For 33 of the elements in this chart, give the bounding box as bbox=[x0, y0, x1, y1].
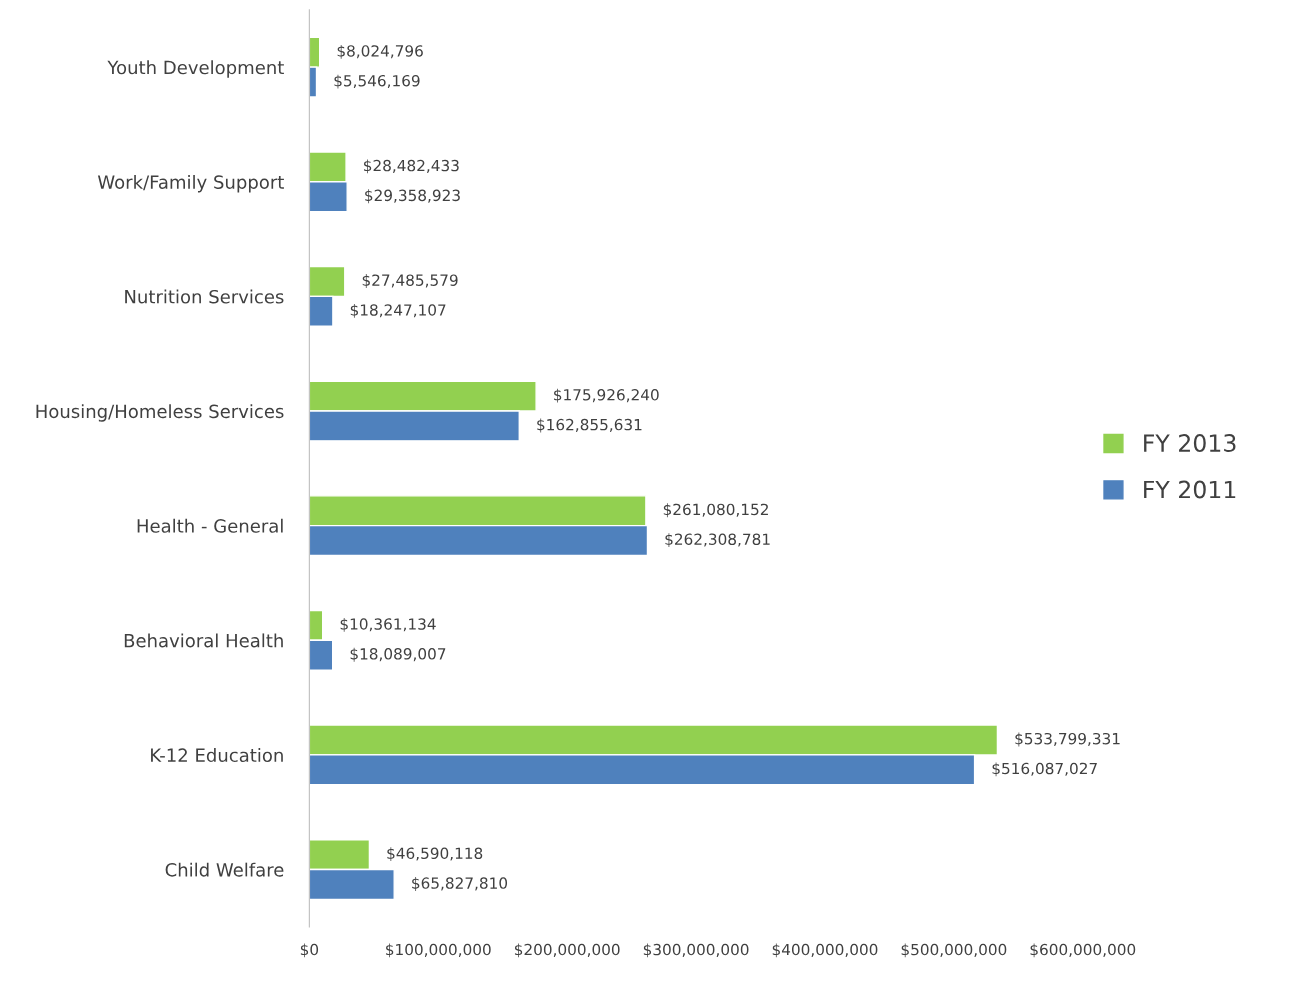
data-label: $18,247,107 bbox=[350, 303, 446, 318]
data-label: $261,080,152 bbox=[663, 503, 768, 518]
data-label: $5,546,169 bbox=[334, 74, 420, 89]
legend-label: FY 2013 bbox=[1144, 434, 1236, 452]
data-label: $516,087,027 bbox=[992, 762, 1097, 777]
y-tick-label: Work/Family Support bbox=[97, 174, 284, 193]
data-label: $10,361,134 bbox=[340, 617, 436, 632]
y-tick-label: Nutrition Services bbox=[125, 289, 284, 304]
y-tick-label: Behavioral Health bbox=[124, 633, 283, 648]
data-label: $162,855,631 bbox=[537, 418, 642, 433]
x-tick-label: $300,000,000 bbox=[643, 943, 749, 958]
data-label: $46,590,118 bbox=[387, 847, 483, 862]
y-tick-label: Youth Development bbox=[107, 60, 284, 78]
legend-label: FY 2011 bbox=[1144, 480, 1236, 499]
data-label: $533,799,331 bbox=[1015, 732, 1120, 747]
data-label: $18,089,007 bbox=[350, 647, 446, 662]
y-tick-label: Child Welfare bbox=[165, 862, 284, 877]
x-tick-label: $100,000,000 bbox=[386, 943, 491, 958]
y-tick-label: Housing/Homeless Services bbox=[36, 404, 284, 422]
x-tick-label: $400,000,000 bbox=[772, 943, 878, 958]
data-label: $27,485,579 bbox=[362, 274, 458, 288]
y-tick-label: Health - General bbox=[137, 518, 283, 533]
data-label: $262,308,781 bbox=[665, 533, 770, 548]
data-label: $29,358,923 bbox=[365, 189, 460, 204]
data-label: $8,024,796 bbox=[337, 44, 423, 59]
y-tick-label: K-12 Education bbox=[151, 748, 283, 763]
x-tick-label: $600,000,000 bbox=[1030, 943, 1136, 958]
data-label: $175,926,240 bbox=[554, 388, 659, 403]
x-tick-label: $200,000,000 bbox=[514, 943, 620, 958]
x-tick-label: $500,000,000 bbox=[901, 943, 1007, 958]
data-label: $28,482,433 bbox=[364, 159, 459, 174]
x-tick-label: $0 bbox=[300, 943, 319, 958]
data-label: $65,827,810 bbox=[412, 877, 508, 891]
